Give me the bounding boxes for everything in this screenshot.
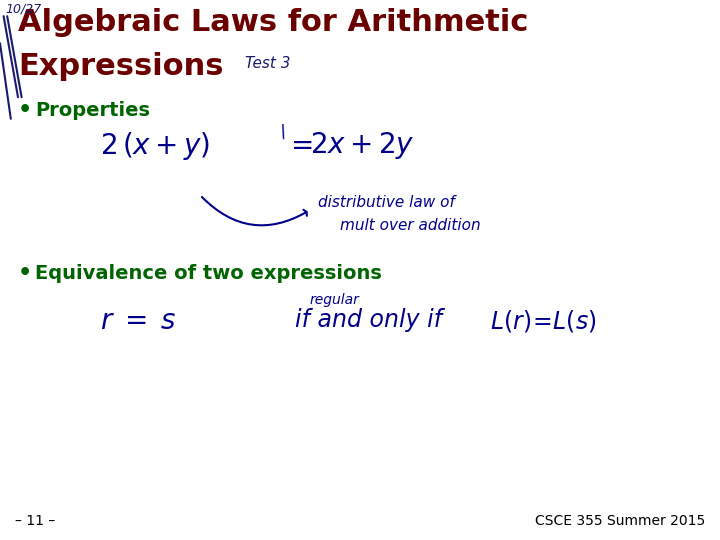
Text: Test 3: Test 3 [245, 56, 290, 71]
Text: CSCE 355 Summer 2015: CSCE 355 Summer 2015 [535, 514, 705, 528]
Text: distributive law of: distributive law of [318, 195, 455, 210]
Text: $L(r)\!=\!L(s)$: $L(r)\!=\!L(s)$ [490, 308, 596, 334]
Text: /: / [278, 122, 290, 141]
Text: $2x+2y$: $2x+2y$ [310, 130, 415, 161]
Text: $=$: $=$ [285, 130, 312, 158]
Text: •: • [18, 263, 32, 283]
Text: Equivalence of two expressions: Equivalence of two expressions [35, 264, 382, 283]
Text: •: • [18, 100, 32, 120]
Text: mult over addition: mult over addition [340, 218, 481, 233]
Text: $2\,(x+y)$: $2\,(x+y)$ [100, 130, 210, 162]
Text: 10/27: 10/27 [5, 2, 41, 15]
Text: Properties: Properties [35, 101, 150, 120]
Text: if and only if: if and only if [295, 308, 442, 332]
Text: regular: regular [310, 293, 360, 307]
Text: – 11 –: – 11 – [15, 514, 55, 528]
Text: $r\;=\;s$: $r\;=\;s$ [100, 308, 176, 335]
Text: Algebraic Laws for Arithmetic: Algebraic Laws for Arithmetic [18, 8, 528, 37]
Text: Expressions: Expressions [18, 52, 223, 81]
